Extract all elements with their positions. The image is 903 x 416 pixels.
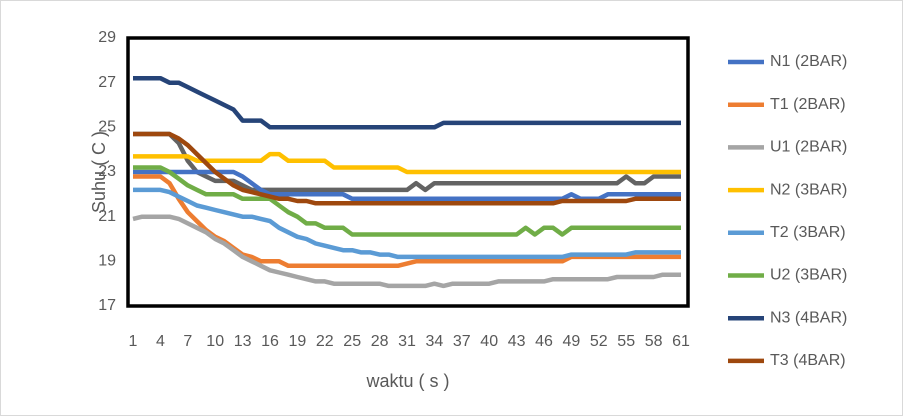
legend-label: U2 (3BAR) [770, 267, 847, 284]
x-axis-label: waktu ( s ) [365, 371, 449, 391]
y-tick-label: 23 [98, 163, 116, 180]
series-line [133, 75, 681, 130]
x-tick-label: 46 [535, 333, 553, 350]
x-tick-label: 52 [590, 333, 608, 350]
x-tick-label: 61 [672, 333, 690, 350]
series-line [133, 165, 681, 237]
y-tick-label: 21 [98, 208, 116, 225]
legend-label: U1 (2BAR) [770, 139, 847, 156]
x-tick-label: 40 [480, 333, 498, 350]
legend-label: N3 (4BAR) [770, 309, 847, 326]
y-tick-label: 19 [98, 253, 116, 270]
x-tick-label: 43 [508, 333, 526, 350]
x-tick-label: 4 [156, 333, 165, 350]
x-tick-label: 7 [183, 333, 192, 350]
x-tick-label: 37 [453, 333, 471, 350]
y-tick-label: 25 [98, 119, 116, 136]
legend-label: T2 (3BAR) [770, 224, 846, 241]
y-tick-label: 27 [98, 74, 116, 91]
x-tick-label: 13 [234, 333, 252, 350]
legend-label: T3 (4BAR) [770, 352, 846, 369]
x-tick-label: 49 [563, 333, 581, 350]
series-line [132, 214, 681, 289]
y-tick-label: 17 [98, 297, 116, 314]
legend-label: N2 (3BAR) [770, 181, 847, 198]
x-tick-label: 16 [261, 333, 279, 350]
y-tick-label: 29 [98, 29, 116, 46]
y-axis-label: Suhu ( C ) [89, 131, 109, 213]
x-tick-label: 28 [371, 333, 389, 350]
x-tick-label: 19 [289, 333, 307, 350]
x-tick-label: 34 [426, 333, 444, 350]
x-tick-label: 25 [343, 333, 361, 350]
plot-border [126, 36, 690, 308]
x-tick-label: 55 [617, 333, 635, 350]
legend-label: N1 (2BAR) [770, 53, 847, 70]
x-tick-label: 10 [206, 333, 224, 350]
x-tick-label: 31 [398, 333, 416, 350]
series-line [133, 151, 681, 175]
x-tick-label: 1 [129, 333, 138, 350]
series-line [133, 187, 681, 260]
series-line [133, 131, 681, 206]
legend-label: T1 (2BAR) [770, 96, 846, 113]
x-tick-label: 22 [316, 333, 334, 350]
x-tick-label: 58 [645, 333, 663, 350]
